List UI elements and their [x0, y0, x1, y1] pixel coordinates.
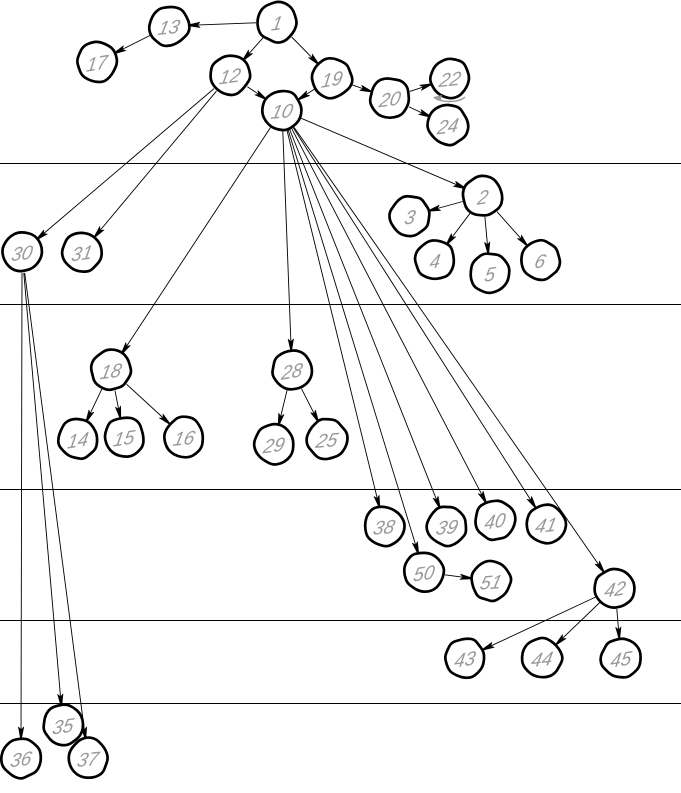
svg-text:31: 31: [70, 241, 95, 266]
svg-text:42: 42: [603, 577, 628, 603]
svg-text:43: 43: [453, 647, 478, 673]
svg-text:40: 40: [483, 509, 507, 535]
svg-text:19: 19: [320, 67, 344, 93]
svg-text:14: 14: [66, 428, 91, 454]
svg-text:45: 45: [609, 647, 634, 673]
svg-text:50: 50: [412, 561, 437, 586]
svg-text:28: 28: [279, 359, 304, 385]
